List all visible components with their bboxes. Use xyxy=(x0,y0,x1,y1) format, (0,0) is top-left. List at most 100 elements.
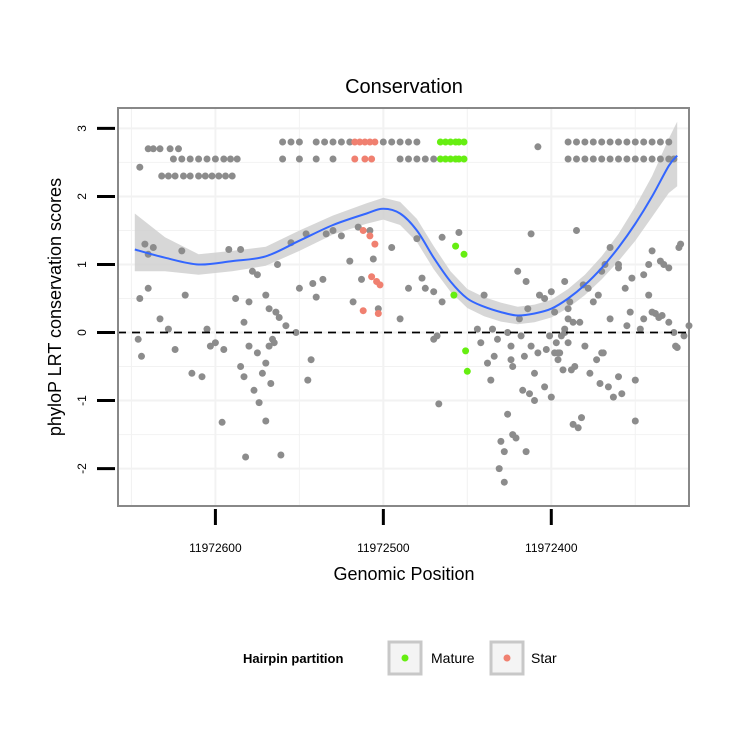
legend-label-mature: Mature xyxy=(431,650,475,666)
point-other-201 xyxy=(665,318,673,326)
point-other-159 xyxy=(497,437,505,445)
point-other-71 xyxy=(640,155,648,163)
point-other-15 xyxy=(222,172,229,180)
point-other-134 xyxy=(337,232,345,240)
point-other-88 xyxy=(188,369,196,377)
point-other-34 xyxy=(279,155,287,163)
point-other-219 xyxy=(524,305,532,313)
point-other-21 xyxy=(203,155,211,163)
point-other-224 xyxy=(542,346,550,353)
point-star-11 xyxy=(368,273,376,281)
point-other-147 xyxy=(421,284,429,292)
point-other-227 xyxy=(552,339,560,347)
point-star-9 xyxy=(366,232,374,240)
point-other-2 xyxy=(149,145,157,153)
point-other-174 xyxy=(554,356,562,364)
point-other-234 xyxy=(576,318,584,326)
point-mature-0 xyxy=(436,138,444,146)
point-other-161 xyxy=(504,329,512,336)
point-other-42 xyxy=(413,138,421,146)
point-other-97 xyxy=(240,318,248,326)
point-other-231 xyxy=(564,305,572,313)
point-other-3 xyxy=(156,145,164,153)
legend-key-star xyxy=(489,640,525,676)
point-other-237 xyxy=(589,298,597,306)
point-other-64 xyxy=(581,155,589,163)
y-tick-label-3: 1 xyxy=(75,261,89,268)
point-other-192 xyxy=(626,308,634,316)
point-other-122 xyxy=(274,261,281,268)
point-other-212 xyxy=(504,410,512,418)
point-other-49 xyxy=(564,138,572,146)
point-other-60 xyxy=(656,138,664,146)
point-other-133 xyxy=(329,227,337,234)
point-mature-5 xyxy=(460,138,468,146)
point-other-238 xyxy=(594,291,602,299)
point-other-132 xyxy=(322,230,330,238)
point-other-63 xyxy=(573,155,580,163)
point-mature-16 xyxy=(463,367,471,375)
point-mature-14 xyxy=(450,291,458,299)
y-axis: -2 -1 0 1 2 3 xyxy=(75,125,115,474)
point-other-260 xyxy=(573,227,580,234)
point-other-110 xyxy=(309,280,317,287)
point-other-56 xyxy=(623,138,631,146)
point-other-153 xyxy=(438,233,446,241)
smooth-trend-line xyxy=(134,154,678,317)
point-other-148 xyxy=(430,288,438,296)
point-mature-8 xyxy=(447,155,454,163)
point-mature-6 xyxy=(436,155,444,163)
x-tick-label-0: 11972600 xyxy=(189,541,242,555)
point-other-104 xyxy=(275,314,283,321)
point-other-144 xyxy=(405,284,412,292)
point-other-263 xyxy=(615,264,622,272)
point-other-254 xyxy=(527,230,535,238)
point-other-142 xyxy=(388,244,396,251)
point-other-211 xyxy=(500,478,508,486)
point-other-62 xyxy=(564,155,572,163)
panel-border xyxy=(117,107,690,507)
point-mature-7 xyxy=(442,155,449,163)
point-other-255 xyxy=(551,308,559,316)
point-other-37 xyxy=(329,155,337,163)
legend-label-star: Star xyxy=(531,650,557,666)
point-other-13 xyxy=(208,172,216,180)
point-other-43 xyxy=(396,155,404,163)
point-star-8 xyxy=(359,227,367,234)
point-other-253 xyxy=(677,240,685,248)
point-other-31 xyxy=(329,138,337,146)
point-star-10 xyxy=(371,240,379,248)
point-other-165 xyxy=(515,315,523,323)
point-other-54 xyxy=(606,138,614,146)
point-mature-12 xyxy=(452,242,460,250)
point-other-7 xyxy=(164,172,172,180)
point-other-25 xyxy=(233,155,241,163)
legend-title: Hairpin partition xyxy=(243,651,343,666)
point-other-223 xyxy=(541,295,549,302)
point-other-47 xyxy=(430,155,438,163)
point-other-126 xyxy=(262,417,270,425)
point-other-101 xyxy=(262,291,270,299)
legend-dot-mature xyxy=(401,654,409,662)
point-other-222 xyxy=(536,291,543,299)
point-other-46 xyxy=(421,155,429,163)
point-other-189 xyxy=(615,373,622,381)
point-other-241 xyxy=(606,244,614,251)
point-other-28 xyxy=(295,138,303,146)
point-other-78 xyxy=(149,244,157,251)
point-other-11 xyxy=(195,172,203,180)
point-other-0 xyxy=(136,163,144,171)
point-other-261 xyxy=(598,349,606,357)
point-other-94 xyxy=(225,246,233,253)
point-other-115 xyxy=(250,386,258,394)
point-other-191 xyxy=(623,322,631,330)
point-star-3 xyxy=(366,138,374,146)
point-other-221 xyxy=(531,397,538,404)
confidence-band xyxy=(134,121,678,325)
point-star-1 xyxy=(356,138,364,146)
point-other-67 xyxy=(606,155,614,163)
point-other-229 xyxy=(559,366,567,374)
point-other-44 xyxy=(405,155,412,163)
point-other-137 xyxy=(354,223,362,231)
